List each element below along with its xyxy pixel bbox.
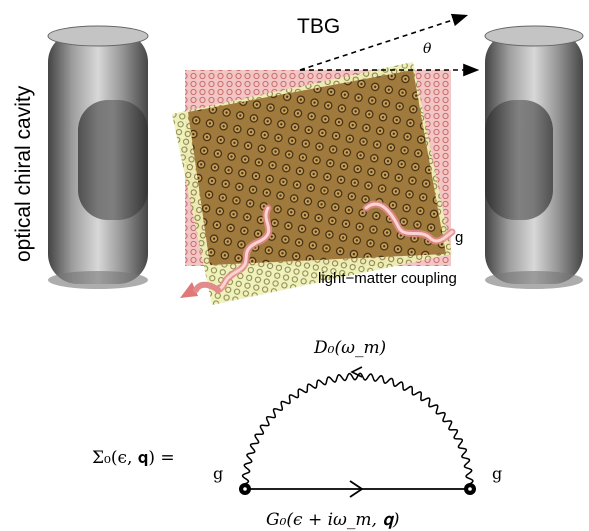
left-cavity-mirror [47, 25, 149, 289]
right-vertex-g-label: g [492, 464, 502, 483]
photon-propagator-label: D₀(ω_m) [313, 338, 386, 358]
feynman-diagram [239, 366, 476, 498]
photon-propagator-line [241, 372, 474, 490]
tbg-label: TBG [297, 15, 340, 38]
electron-propagator-label: G₀(ϵ + iω_m, 𝐪) [266, 510, 400, 530]
photon-coupling-g-label: g [455, 229, 463, 246]
photon-wave-lines [180, 200, 456, 298]
right-cavity-mirror [484, 25, 584, 289]
cavity-label: optical chiral cavity [12, 85, 35, 262]
electron-line-arrow [349, 480, 364, 498]
self-energy-label: Σ₀(ϵ, 𝐪) = [92, 448, 175, 468]
moire-overlap-region [188, 70, 446, 265]
left-vertex-g-label: g [213, 464, 223, 483]
light-matter-coupling-label: light−matter coupling [318, 270, 457, 287]
photon-arc-arrow [350, 366, 363, 378]
twist-angle-label: θ [423, 41, 432, 57]
twist-angle-arrows [299, 13, 480, 77]
